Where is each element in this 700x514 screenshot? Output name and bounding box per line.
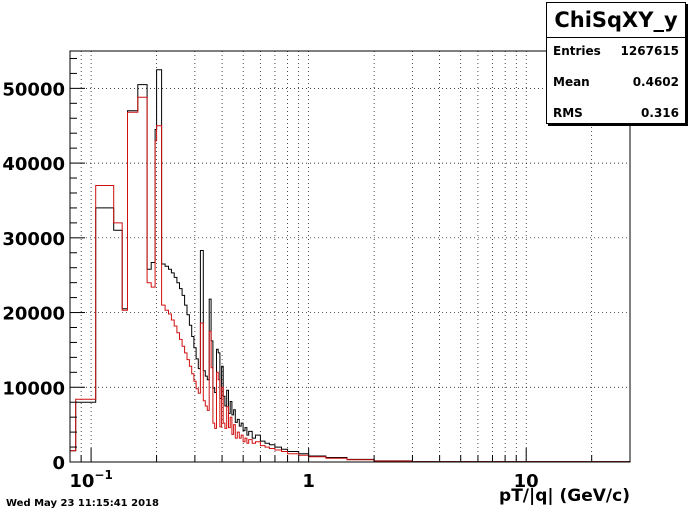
stats-row-entries: Entries 1267615 [553,44,679,58]
stats-value-entries: 1267615 [620,44,679,58]
stats-row-rms: RMS 0.316 [553,106,679,120]
y-tick-label: 40000 [2,154,65,175]
x-axis-title: pT/|q| (GeV/c) [499,486,630,506]
stats-label-mean: Mean [553,75,590,89]
x-tick-label: 10−1 [69,468,112,492]
stats-value-mean: 0.4602 [632,75,679,89]
stats-title: ChiSqXY_y [547,3,685,38]
x-tick-label: 10 [514,471,539,492]
timestamp: Wed May 23 11:15:41 2018 [6,498,159,509]
y-tick-label: 20000 [2,304,65,325]
histogram-series [70,69,630,463]
stats-box: ChiSqXY_y Entries 1267615 Mean 0.4602 RM… [546,2,686,124]
y-tick-label: 10000 [2,378,65,399]
y-tick-label: 30000 [2,229,65,250]
stats-label-entries: Entries [553,44,601,58]
axis-ticks [69,57,631,463]
x-tick-label: 1 [302,471,315,492]
stats-label-rms: RMS [553,106,583,120]
stats-row-mean: Mean 0.4602 [553,75,679,89]
histogram-line-series-2 [70,96,630,463]
histogram-line-series-1 [70,69,630,463]
axis-labels: 0 10000 20000 30000 40000 50000 10−1 1 10pT/|q| … [2,79,630,506]
stats-value-rms: 0.316 [641,106,679,120]
y-tick-label: 0 [52,453,65,474]
y-tick-label: 50000 [2,79,65,100]
plot-frame [69,50,631,463]
